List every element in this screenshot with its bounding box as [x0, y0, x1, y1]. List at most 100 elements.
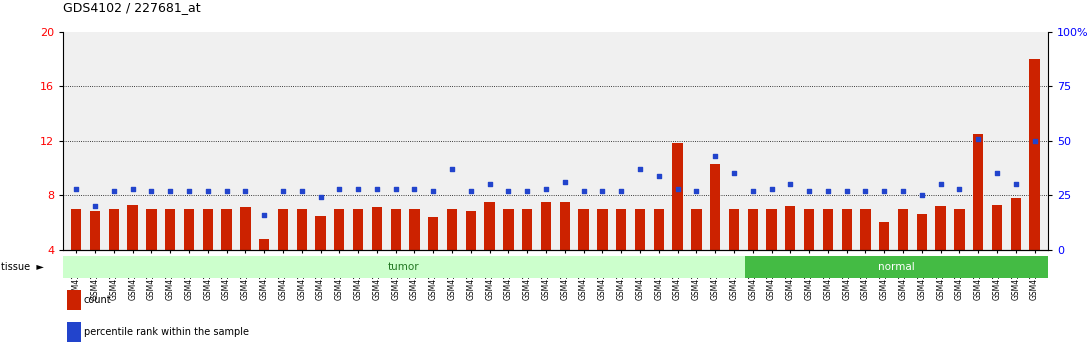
Point: [106, 188, 123, 194]
Bar: [559, 202, 570, 250]
Point: [256, 212, 273, 218]
Bar: [109, 209, 119, 250]
Bar: [541, 202, 552, 250]
Bar: [879, 222, 889, 250]
Bar: [654, 209, 664, 250]
Point: [932, 181, 950, 187]
Text: count: count: [84, 295, 111, 305]
Bar: [466, 211, 477, 250]
Bar: [316, 216, 325, 250]
Bar: [786, 206, 795, 250]
Bar: [259, 239, 270, 250]
Point: [199, 188, 217, 194]
Bar: [841, 209, 852, 250]
Point: [331, 186, 348, 192]
Bar: [616, 209, 627, 250]
Point: [951, 186, 968, 192]
Bar: [202, 209, 213, 250]
Text: tissue  ►: tissue ►: [1, 262, 44, 272]
Bar: [447, 209, 457, 250]
Point: [481, 181, 498, 187]
Point: [387, 186, 405, 192]
Bar: [634, 209, 645, 250]
Point: [631, 166, 648, 172]
Point: [67, 186, 85, 192]
Point: [274, 188, 292, 194]
Point: [293, 188, 310, 194]
Point: [763, 186, 780, 192]
Bar: [297, 209, 307, 250]
Text: GDS4102 / 227681_at: GDS4102 / 227681_at: [63, 1, 200, 15]
Bar: [484, 202, 495, 250]
Point: [556, 179, 573, 185]
Bar: [954, 209, 965, 250]
Bar: [127, 205, 138, 250]
Point: [218, 188, 235, 194]
Bar: [973, 134, 984, 250]
Point: [537, 186, 555, 192]
Point: [1026, 138, 1043, 144]
Point: [669, 186, 687, 192]
Bar: [597, 209, 607, 250]
Point: [650, 173, 667, 178]
Bar: [823, 209, 833, 250]
Point: [781, 181, 799, 187]
Point: [1007, 181, 1025, 187]
Text: percentile rank within the sample: percentile rank within the sample: [84, 327, 249, 337]
Bar: [240, 207, 250, 250]
Bar: [71, 209, 82, 250]
Bar: [579, 209, 589, 250]
Point: [499, 188, 517, 194]
Point: [988, 171, 1005, 176]
Bar: [672, 143, 683, 250]
Bar: [409, 209, 420, 250]
Bar: [504, 209, 514, 250]
Point: [838, 188, 855, 194]
Bar: [165, 209, 175, 250]
Point: [913, 192, 930, 198]
Point: [462, 188, 480, 194]
Text: tumor: tumor: [388, 262, 420, 272]
Bar: [710, 164, 720, 250]
Bar: [804, 209, 814, 250]
Bar: [992, 205, 1002, 250]
Bar: [917, 214, 927, 250]
Bar: [372, 207, 382, 250]
Bar: [222, 209, 232, 250]
Point: [856, 188, 874, 194]
Bar: [428, 217, 438, 250]
Bar: [277, 209, 288, 250]
Point: [594, 188, 611, 194]
Point: [143, 188, 160, 194]
Bar: [391, 209, 400, 250]
Text: normal: normal: [878, 262, 915, 272]
Point: [368, 186, 385, 192]
Point: [894, 188, 912, 194]
Point: [161, 188, 178, 194]
Bar: [745, 256, 1048, 278]
Point: [574, 188, 592, 194]
Point: [312, 194, 330, 200]
Point: [801, 188, 818, 194]
Point: [181, 188, 198, 194]
Bar: [184, 209, 194, 250]
Point: [819, 188, 837, 194]
Point: [349, 186, 367, 192]
Point: [744, 188, 762, 194]
Bar: [1029, 59, 1040, 250]
Bar: [747, 209, 758, 250]
Point: [237, 188, 255, 194]
Point: [86, 203, 103, 209]
Bar: [353, 209, 363, 250]
Bar: [1011, 198, 1021, 250]
Point: [124, 186, 141, 192]
Bar: [146, 209, 157, 250]
Bar: [766, 209, 777, 250]
Point: [706, 153, 724, 159]
Point: [688, 188, 705, 194]
Bar: [691, 209, 702, 250]
Point: [613, 188, 630, 194]
Point: [726, 171, 743, 176]
Bar: [90, 211, 100, 250]
Point: [969, 136, 987, 141]
